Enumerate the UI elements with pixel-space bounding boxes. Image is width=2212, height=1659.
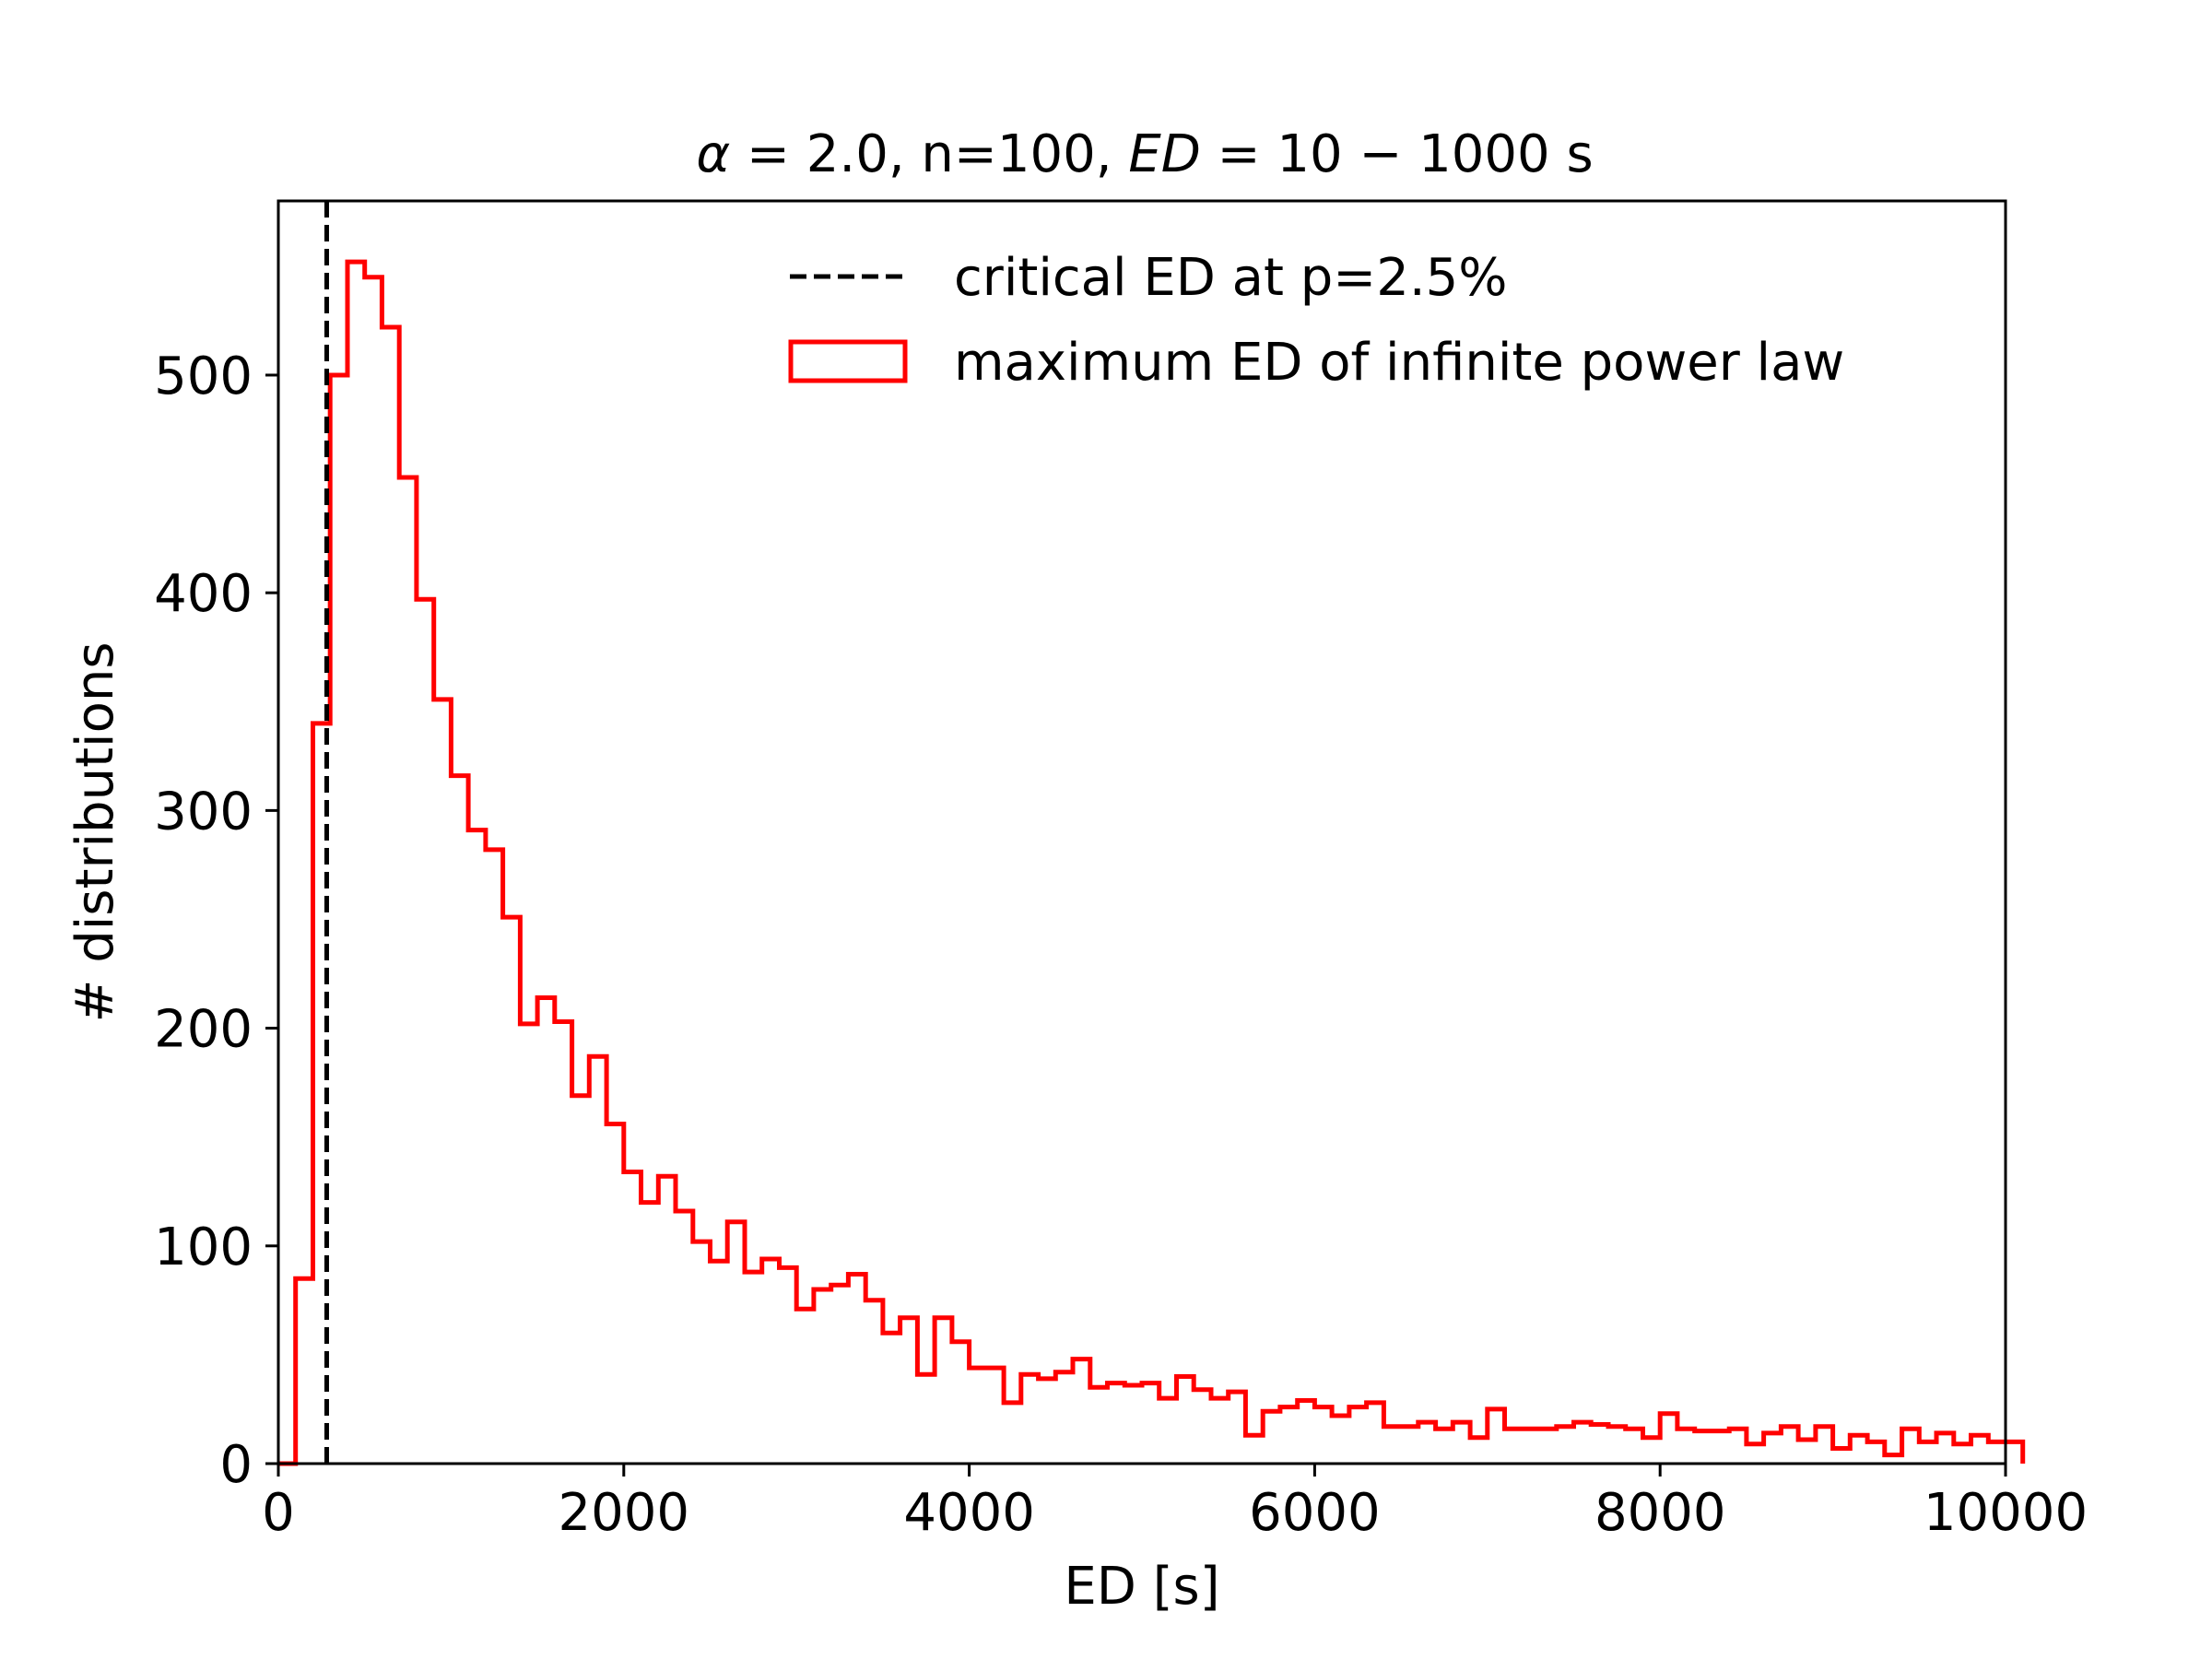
x-tick-label: 4000 <box>903 1483 1035 1543</box>
axis-ticks: 0 2000 4000 6000 8000 10000 0 100 200 300 400 500 <box>154 347 2088 1543</box>
legend-critical-line-label: critical ED at p=2.5% <box>954 248 1507 308</box>
y-tick-label: 300 <box>154 782 253 841</box>
axes-frame <box>276 199 2007 1465</box>
x-tick-label: 0 <box>262 1483 295 1543</box>
legend: critical ED at p=2.5% maximum ED of infi… <box>788 248 1844 393</box>
histogram-step-outline <box>278 259 2026 1466</box>
legend-histogram-label: maximum ED of infinite power law <box>954 333 1844 393</box>
title-alpha-symbol: α <box>696 124 730 184</box>
plot-area <box>278 201 2026 1466</box>
y-axis-label: # distributions <box>65 641 125 1022</box>
title-ed-symbol: ED <box>1128 124 1201 184</box>
y-tick-label: 0 <box>219 1435 253 1495</box>
legend-histogram-swatch <box>788 339 908 383</box>
title-alpha-value: = 2.0, n=100, <box>730 124 1128 184</box>
x-tick-label: 6000 <box>1249 1483 1381 1543</box>
x-tick-label: 8000 <box>1594 1483 1726 1543</box>
y-tick-label: 100 <box>154 1218 253 1277</box>
y-tick-label: 400 <box>154 564 253 624</box>
y-tick-label: 200 <box>154 1000 253 1060</box>
x-axis-label: ED [s] <box>1064 1557 1219 1617</box>
x-tick-label: 2000 <box>559 1483 690 1543</box>
chart-title: α = 2.0, n=100, ED = 10 − 1000 s <box>696 124 1593 184</box>
x-tick-label: 10000 <box>1924 1483 2088 1543</box>
y-tick-label: 500 <box>154 347 253 406</box>
title-ed-range: = 10 − 1000 s <box>1201 124 1594 184</box>
